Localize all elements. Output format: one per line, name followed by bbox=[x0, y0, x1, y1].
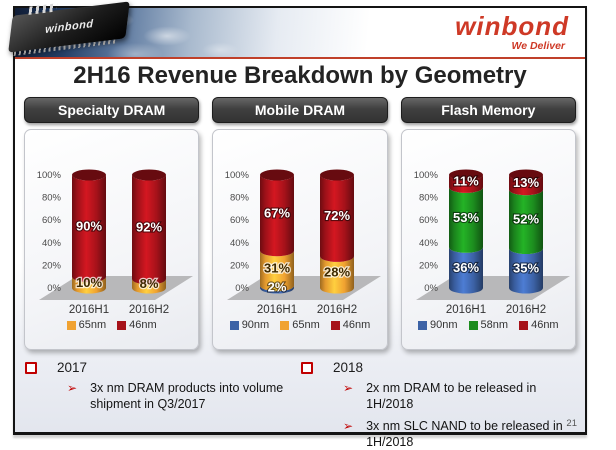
svg-text:60%: 60% bbox=[230, 215, 250, 226]
chart-mobile-dram: 0% 20% 40% 60% 80% 100% 2016H1 2016H2 2% 31% 67% 28… bbox=[212, 129, 387, 350]
panel-mobile-dram: Mobile DRAM 0% 20% 40% 60% 80% 100% 2016H1 2016… bbox=[212, 97, 387, 350]
note-item: ➢ 3x nm DRAM products into volume shipme… bbox=[67, 380, 301, 413]
svg-text:31%: 31% bbox=[264, 261, 290, 276]
legend-item-65nm: 65nm bbox=[280, 319, 320, 331]
cylinder-chart: 0% 20% 40% 60% 80% 100% 2016H1 2016H2 2% 31% 67% 28… bbox=[213, 130, 387, 322]
square-bullet-icon bbox=[25, 362, 37, 374]
svg-text:2016H2: 2016H2 bbox=[129, 304, 169, 316]
square-bullet-icon bbox=[301, 362, 313, 374]
svg-text:90%: 90% bbox=[76, 218, 102, 233]
legend-item-46nm: 46nm bbox=[331, 319, 371, 331]
legend-item-65nm: 65nm bbox=[67, 319, 107, 331]
chart-specialty-dram: 0% 20% 40% 60% 80% 100% 2016H1 2016H2 10% 90% 8% 92… bbox=[24, 129, 199, 350]
svg-text:28%: 28% bbox=[324, 265, 350, 280]
arrow-bullet-icon: ➢ bbox=[343, 380, 353, 413]
note-text: 3x nm SLC NAND to be released in 1H/2018 bbox=[366, 418, 577, 450]
svg-text:2016H1: 2016H1 bbox=[257, 304, 297, 316]
svg-text:20%: 20% bbox=[230, 260, 250, 271]
svg-text:67%: 67% bbox=[264, 205, 290, 220]
legend-item-90nm: 90nm bbox=[418, 319, 458, 331]
legend-item-58nm: 58nm bbox=[469, 319, 509, 331]
legend-item-46nm: 46nm bbox=[519, 319, 559, 331]
svg-text:100%: 100% bbox=[225, 170, 250, 181]
legend-swatch bbox=[67, 321, 76, 330]
header-banner: winbond winbond We Deliver bbox=[15, 8, 585, 59]
svg-text:2016H1: 2016H1 bbox=[69, 304, 109, 316]
svg-text:11%: 11% bbox=[453, 174, 479, 189]
svg-text:2016H1: 2016H1 bbox=[446, 304, 486, 316]
note-heading-row: 2017 bbox=[25, 360, 301, 375]
svg-text:0%: 0% bbox=[424, 283, 438, 294]
svg-text:80%: 80% bbox=[230, 193, 250, 204]
slide: winbond winbond We Deliver 2H16 Revenue … bbox=[13, 6, 587, 435]
svg-text:2%: 2% bbox=[268, 279, 287, 294]
svg-text:36%: 36% bbox=[453, 260, 479, 275]
note-item: ➢ 3x nm SLC NAND to be released in 1H/20… bbox=[343, 418, 577, 450]
svg-text:0%: 0% bbox=[47, 283, 61, 294]
note-text: 3x nm DRAM products into volume shipment… bbox=[90, 380, 301, 413]
svg-text:20%: 20% bbox=[42, 260, 62, 271]
cylinder-chart: 0% 20% 40% 60% 80% 100% 2016H1 2016H2 10% 90% 8% 92… bbox=[25, 130, 199, 322]
brand-wordmark: winbond bbox=[455, 13, 569, 39]
svg-text:10%: 10% bbox=[76, 275, 102, 290]
arrow-bullet-icon: ➢ bbox=[343, 418, 353, 450]
panel-title-flash-memory: Flash Memory bbox=[401, 97, 576, 123]
panel-title-specialty-dram: Specialty DRAM bbox=[24, 97, 199, 123]
svg-text:60%: 60% bbox=[419, 215, 439, 226]
svg-text:13%: 13% bbox=[513, 175, 539, 190]
note-item: ➢ 2x nm DRAM to be released in 1H/2018 bbox=[343, 380, 577, 413]
svg-text:40%: 40% bbox=[230, 238, 250, 249]
svg-text:40%: 40% bbox=[419, 238, 439, 249]
svg-text:100%: 100% bbox=[413, 170, 438, 181]
page-number: 21 bbox=[566, 418, 577, 429]
note-2017: 2017 ➢ 3x nm DRAM products into volume s… bbox=[25, 360, 301, 450]
winbond-chip-graphic: winbond bbox=[8, 1, 130, 52]
panel-specialty-dram: Specialty DRAM 0% 20% 40% 60% 80% 100% 2016H1 2… bbox=[24, 97, 199, 350]
panel-flash-memory: Flash Memory 0% 20% 40% 60% 80% 100% 2016H1 201… bbox=[401, 97, 576, 350]
brand-tagline: We Deliver bbox=[455, 41, 569, 52]
panel-title-mobile-dram: Mobile DRAM bbox=[212, 97, 387, 123]
chart-panels: Specialty DRAM 0% 20% 40% 60% 80% 100% 2016H1 2… bbox=[15, 96, 585, 350]
notes-section: 2017 ➢ 3x nm DRAM products into volume s… bbox=[15, 350, 585, 450]
svg-text:53%: 53% bbox=[453, 210, 479, 225]
svg-text:20%: 20% bbox=[419, 260, 439, 271]
legend-swatch bbox=[280, 321, 289, 330]
legend-swatch bbox=[117, 321, 126, 330]
svg-text:0%: 0% bbox=[236, 283, 250, 294]
legend-swatch bbox=[230, 321, 239, 330]
legend-item-46nm: 46nm bbox=[117, 319, 157, 331]
svg-text:40%: 40% bbox=[42, 238, 62, 249]
note-heading-row: 2018 bbox=[301, 360, 577, 375]
slide-title: 2H16 Revenue Breakdown by Geometry bbox=[15, 62, 585, 96]
svg-text:52%: 52% bbox=[513, 212, 539, 227]
svg-text:2016H2: 2016H2 bbox=[506, 304, 546, 316]
note-2018: 2018 ➢ 2x nm DRAM to be released in 1H/2… bbox=[301, 360, 577, 450]
note-heading: 2017 bbox=[57, 360, 87, 375]
chart-legend: 90nm 65nm 46nm bbox=[213, 319, 386, 331]
svg-text:60%: 60% bbox=[42, 215, 62, 226]
legend-item-90nm: 90nm bbox=[230, 319, 270, 331]
chart-legend: 65nm 46nm bbox=[25, 319, 198, 331]
chart-legend: 90nm 58nm 46nm bbox=[402, 319, 575, 331]
legend-swatch bbox=[418, 321, 427, 330]
arrow-bullet-icon: ➢ bbox=[67, 380, 77, 413]
svg-text:92%: 92% bbox=[136, 220, 162, 235]
svg-text:80%: 80% bbox=[42, 193, 62, 204]
svg-text:100%: 100% bbox=[37, 170, 62, 181]
svg-text:80%: 80% bbox=[419, 193, 439, 204]
chip-label: winbond bbox=[45, 18, 94, 36]
svg-text:72%: 72% bbox=[324, 208, 350, 223]
svg-text:35%: 35% bbox=[513, 261, 539, 276]
chart-flash-memory: 0% 20% 40% 60% 80% 100% 2016H1 2016H2 36% 53% 11% 3… bbox=[401, 129, 576, 350]
cylinder-chart: 0% 20% 40% 60% 80% 100% 2016H1 2016H2 36% 53% 11% 3… bbox=[402, 130, 576, 322]
legend-swatch bbox=[331, 321, 340, 330]
legend-swatch bbox=[469, 321, 478, 330]
note-heading: 2018 bbox=[333, 360, 363, 375]
svg-text:8%: 8% bbox=[140, 276, 159, 291]
winbond-logo: winbond We Deliver bbox=[455, 13, 569, 52]
legend-swatch bbox=[519, 321, 528, 330]
svg-text:2016H2: 2016H2 bbox=[317, 304, 357, 316]
note-text: 2x nm DRAM to be released in 1H/2018 bbox=[366, 380, 577, 413]
